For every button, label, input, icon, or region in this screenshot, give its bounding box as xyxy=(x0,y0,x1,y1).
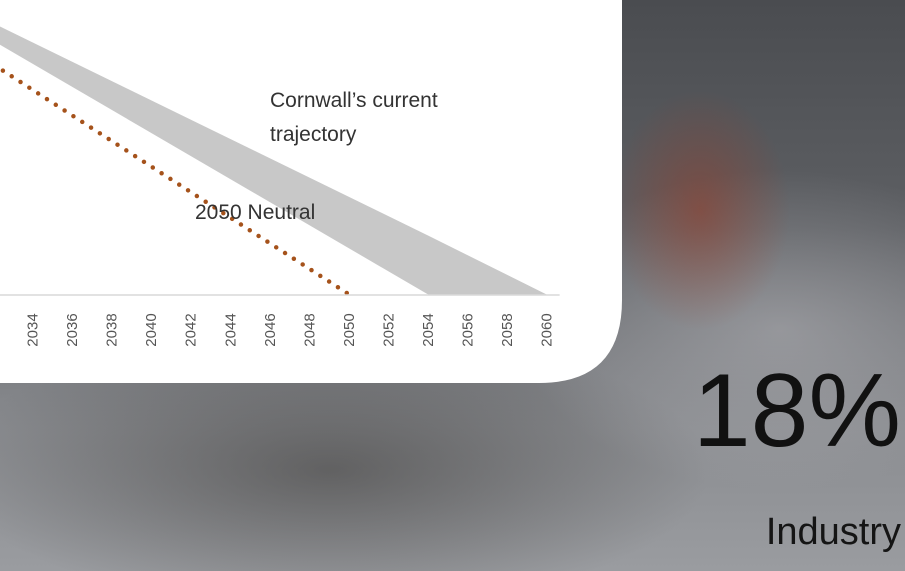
x-tick-label: 2048 xyxy=(301,313,318,346)
x-tick-label: 2044 xyxy=(222,313,239,346)
x-tick-label: 2054 xyxy=(420,313,437,346)
annotation: Cornwall’s current trajectory xyxy=(270,89,438,146)
trajectory-band xyxy=(0,26,548,295)
x-tick-label: 2046 xyxy=(262,313,279,346)
x-tick-label: 2060 xyxy=(539,313,556,346)
x-tick-label: 2052 xyxy=(380,313,397,346)
x-tick-label: 2050 xyxy=(341,313,358,346)
x-tick-label: 2058 xyxy=(499,313,516,346)
annotation: 2050 Neutral xyxy=(195,201,316,224)
x-tick-label: 2036 xyxy=(64,313,81,346)
x-tick-label: 2042 xyxy=(183,313,200,346)
x-tick-label: 2056 xyxy=(460,313,477,346)
x-tick-label: 2034 xyxy=(25,313,42,346)
x-tick-label: 2040 xyxy=(143,313,160,346)
stat-value: 18% xyxy=(692,353,901,469)
stat-label: Industry xyxy=(765,511,901,553)
x-tick-label: 2038 xyxy=(104,313,121,346)
neutral-line xyxy=(0,66,353,298)
